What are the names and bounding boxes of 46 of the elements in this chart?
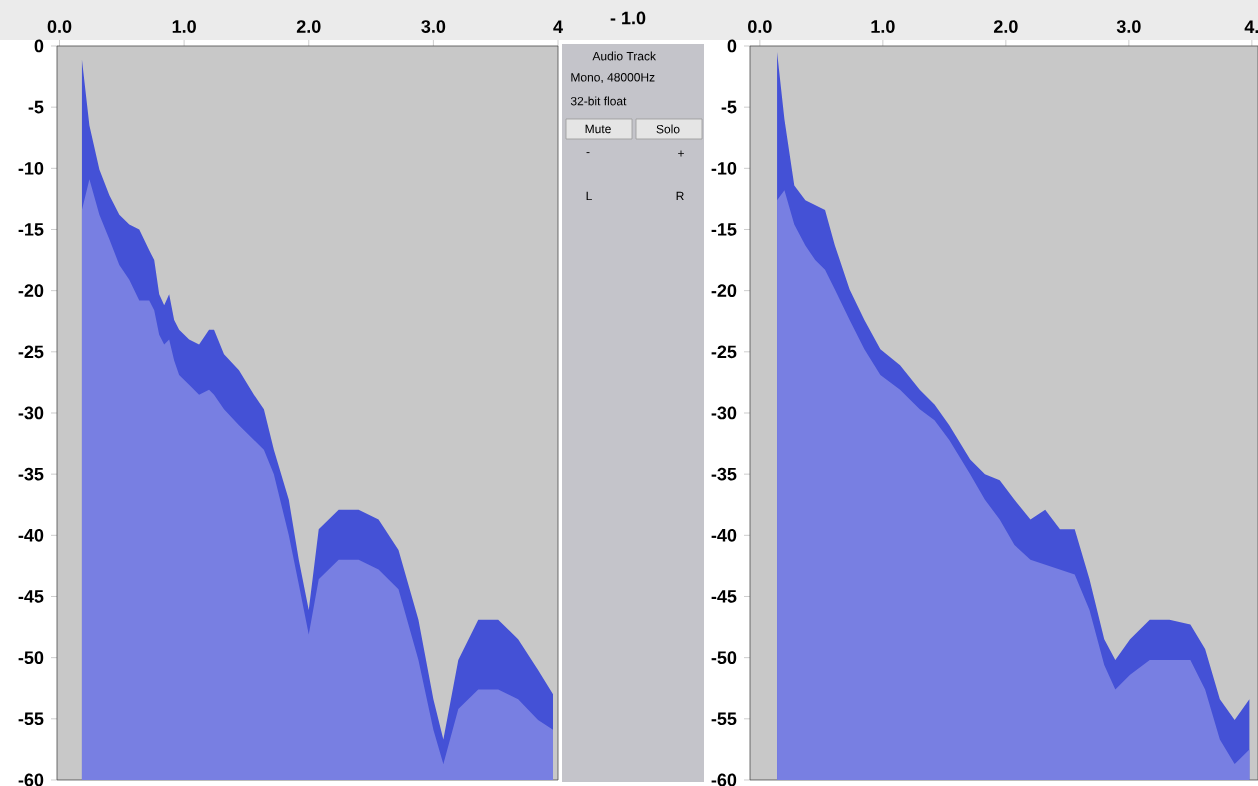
y-tick-label: -60 (18, 773, 44, 786)
y-tick-label: -55 (18, 712, 44, 726)
text: R (676, 191, 684, 201)
y-tick-label: -30 (18, 406, 44, 420)
text: Solo (656, 124, 680, 134)
x-tick-label: 3.0 (421, 20, 446, 33)
x-tick-label: 0.0 (47, 20, 72, 33)
y-tick-label: -35 (711, 467, 737, 481)
x-tick-label: 4 (553, 20, 563, 33)
y-tick-label: -15 (711, 223, 737, 236)
text: - 1.0 (610, 11, 646, 25)
y-tick-label: -10 (18, 161, 44, 175)
y-tick-label: -25 (18, 345, 44, 359)
y-tick-label: -15 (18, 223, 44, 236)
text: + (678, 150, 684, 157)
y-tick-label: -5 (721, 100, 737, 114)
y-tick-label: -50 (18, 651, 44, 665)
y-tick-label: -30 (711, 406, 737, 420)
y-tick-label: -5 (28, 100, 44, 114)
x-tick-label: 1.0 (871, 20, 895, 33)
y-tick-label: -40 (18, 528, 44, 542)
y-tick-label: 0 (34, 39, 44, 53)
text: Audio Track (592, 51, 657, 61)
x-tick-label: 2.0 (296, 20, 321, 33)
text: - (586, 152, 590, 154)
y-tick-label: -35 (18, 467, 44, 481)
y-tick-label: -45 (711, 590, 737, 603)
y-tick-label: -20 (711, 284, 737, 298)
y-tick-label: -55 (711, 712, 737, 726)
y-tick-label: -60 (711, 773, 737, 786)
text: Mono, 48000Hz (571, 73, 655, 83)
x-tick-label: 2.0 (993, 20, 1018, 33)
x-tick-label: 4. (1244, 20, 1258, 33)
y-tick-label: -40 (711, 528, 737, 542)
y-tick-label: 0 (727, 39, 737, 53)
x-tick-label: 1.0 (172, 20, 196, 33)
y-tick-label: -20 (18, 284, 44, 298)
x-tick-label: 3.0 (1116, 20, 1141, 33)
y-tick-label: -50 (711, 651, 737, 665)
text: L (586, 191, 592, 201)
y-tick-label: -10 (711, 161, 737, 175)
x-tick-label: 0.0 (748, 20, 772, 33)
text: 32-bit float (570, 96, 627, 106)
text: Mute (585, 124, 611, 134)
y-tick-label: -45 (18, 590, 44, 603)
y-tick-label: -25 (711, 345, 737, 359)
